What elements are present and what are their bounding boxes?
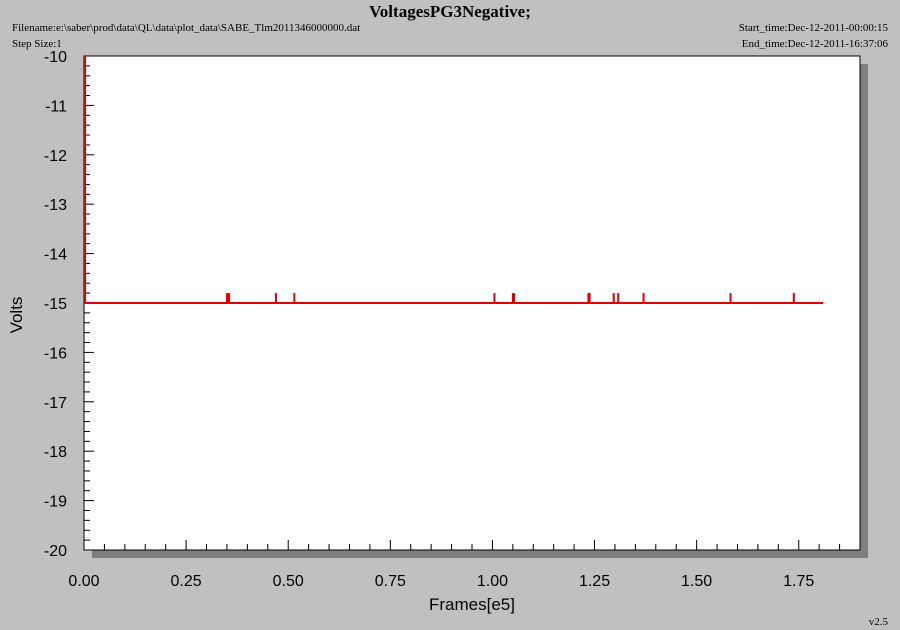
y-tick-label: -20 [44, 543, 67, 560]
y-tick-label: -14 [44, 247, 67, 264]
step-size-label: Step Size:1 [12, 38, 62, 50]
x-tick-label: 0.50 [273, 573, 304, 590]
y-tick-label: -19 [44, 494, 67, 511]
y-tick-label: -16 [44, 345, 67, 362]
series-group [84, 56, 824, 304]
start-time-label: Start_time:Dec-12-2011-00:00:15 [738, 22, 888, 34]
x-tick-label: 1.25 [579, 573, 610, 590]
x-axis-title: Frames[e5] [429, 595, 515, 614]
y-tick-label: -17 [44, 395, 67, 412]
x-tick-label: 0.75 [375, 573, 406, 590]
y-tick-label: -11 [45, 98, 67, 115]
x-tick-label: 1.50 [681, 573, 712, 590]
y-tick-label: -15 [44, 296, 67, 313]
y-tick-label: -18 [44, 444, 67, 461]
y-tick-label: -13 [44, 197, 67, 214]
end-time-label: End_time:Dec-12-2011-16:37:06 [741, 38, 888, 50]
x-tick-label: 0.25 [171, 573, 202, 590]
x-axis: 0.00 0.25 0.50 0.75 1.00 1.25 1.50 1.75 [68, 540, 841, 590]
y-tick-label: -12 [44, 148, 67, 165]
chart-title: VoltagesPG3Negative; [369, 2, 531, 21]
x-tick-label: 0.00 [68, 573, 99, 590]
y-axis: -10 -11 -12 -13 -14 -15 -16 -17 -18 -19 -20 [44, 49, 94, 560]
x-tick-label: 1.00 [477, 573, 508, 590]
y-axis-title: Volts [7, 297, 26, 334]
filename-label: Filename:e:\saber\prod\data\QL\data\plot… [12, 22, 361, 34]
y-tick-label: -10 [44, 49, 67, 66]
version-label: v2.5 [868, 616, 888, 628]
x-tick-label: 1.75 [783, 573, 814, 590]
